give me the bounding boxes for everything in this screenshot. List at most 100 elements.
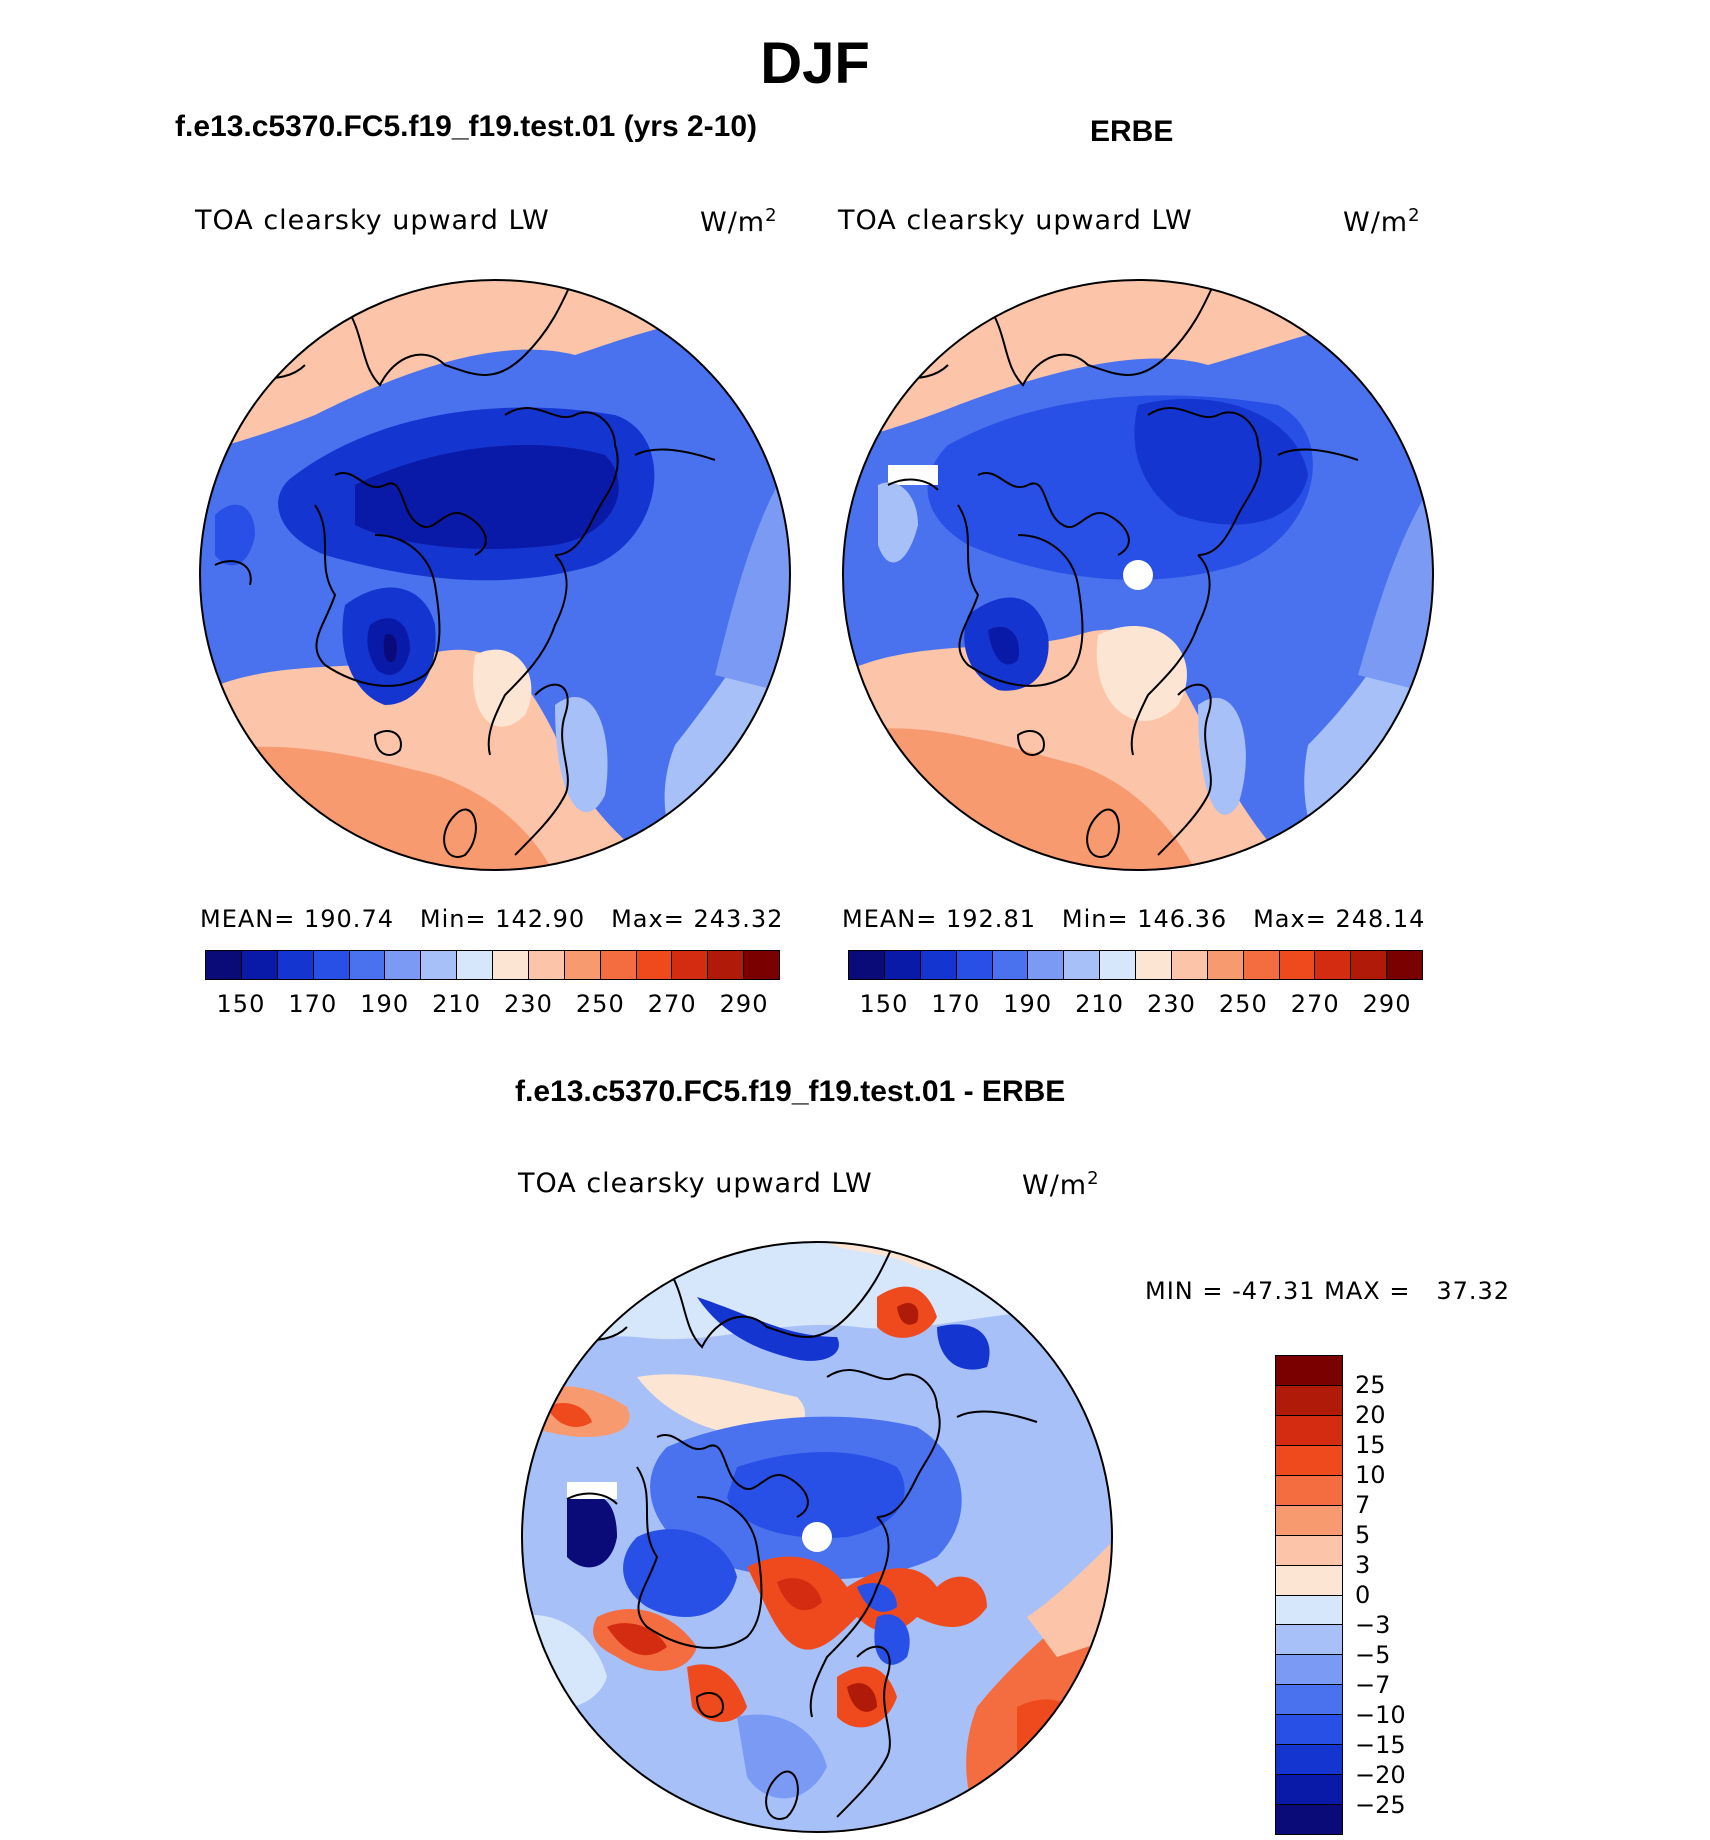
colorbar-tick-label: 170 — [931, 990, 981, 1018]
colorbar-level-label: 7 — [1355, 1491, 1371, 1519]
colorbar-swatch — [1276, 1385, 1342, 1416]
colorbar-tick-label: 250 — [1218, 990, 1268, 1018]
colorbar-swatch — [564, 951, 601, 979]
model-panel-heading: f.e13.c5370.FC5.f19_f19.test.01 (yrs 2-1… — [175, 110, 758, 143]
colorbar-swatch — [1276, 1595, 1342, 1626]
colorbar-tick-label: 150 — [859, 990, 909, 1018]
colorbar-level-label: 3 — [1355, 1551, 1371, 1579]
colorbar-swatch — [849, 951, 885, 979]
colorbar-swatch — [1276, 1475, 1342, 1506]
colorbar-swatch — [277, 951, 314, 979]
obs-polar-map — [842, 279, 1434, 871]
model-colorbar — [205, 950, 780, 980]
colorbar-swatch — [1171, 951, 1208, 979]
colorbar-swatch — [421, 951, 458, 979]
colorbar-swatch — [1315, 951, 1352, 979]
colorbar-swatch — [1276, 1535, 1342, 1566]
colorbar-swatch — [956, 951, 993, 979]
colorbar-swatch — [493, 951, 529, 979]
diff-colorbar-ticks: 25 20 15 10 7 5 3 0 −3 −5 −7 −10 −15 −20 −25 — [1355, 1355, 1475, 1835]
colorbar-level-label: 20 — [1355, 1401, 1386, 1429]
colorbar-level-label: 10 — [1355, 1461, 1386, 1489]
colorbar-tick-label: 150 — [216, 990, 266, 1018]
colorbar-tick-label: 190 — [360, 990, 410, 1018]
colorbar-swatch — [636, 951, 673, 979]
model-colorbar-ticks: 150 170 190 210 230 250 270 290 — [205, 990, 780, 1020]
colorbar-swatch — [1276, 1415, 1342, 1446]
colorbar-level-label: 5 — [1355, 1521, 1371, 1549]
obs-unit-label: W/m2 — [1343, 205, 1421, 238]
colorbar-tick-label: 270 — [647, 990, 697, 1018]
diff-unit-label: W/m2 — [1022, 1168, 1100, 1201]
figure-title: DJF — [760, 31, 870, 96]
colorbar-tick-label: 250 — [575, 990, 625, 1018]
colorbar-tick-label: 230 — [1147, 990, 1196, 1018]
colorbar-swatch — [457, 951, 493, 979]
colorbar-swatch — [1243, 951, 1280, 979]
model-unit-label: W/m2 — [700, 205, 778, 238]
colorbar-swatch — [1351, 951, 1388, 979]
colorbar-swatch — [206, 951, 242, 979]
colorbar-swatch — [1276, 1775, 1342, 1806]
model-polar-map — [199, 279, 791, 871]
colorbar-level-label: −20 — [1355, 1761, 1406, 1789]
obs-colorbar — [848, 950, 1423, 980]
colorbar-swatch — [744, 951, 779, 979]
colorbar-swatch — [1276, 1745, 1342, 1776]
colorbar-swatch — [672, 951, 709, 979]
colorbar-level-label: 15 — [1355, 1431, 1386, 1459]
diff-panel-heading: f.e13.c5370.FC5.f19_f19.test.01 - ERBE — [515, 1075, 1066, 1108]
obs-panel-heading: ERBE — [1090, 115, 1174, 148]
model-variable-label: TOA clearsky upward LW — [195, 205, 550, 236]
colorbar-tick-label: 210 — [1075, 990, 1124, 1018]
obs-pole-hole — [1123, 560, 1153, 590]
colorbar-level-label: −3 — [1355, 1611, 1391, 1639]
colorbar-swatch — [1387, 951, 1422, 979]
colorbar-swatch — [920, 951, 957, 979]
colorbar-level-label: −10 — [1355, 1701, 1406, 1729]
colorbar-swatch — [884, 951, 921, 979]
colorbar-swatch — [600, 951, 637, 979]
colorbar-swatch — [1207, 951, 1244, 979]
colorbar-swatch — [349, 951, 386, 979]
diff-pole-hole — [802, 1522, 832, 1552]
diff-minmax: MIN = -47.31 MAX = 37.32 — [1145, 1277, 1511, 1305]
colorbar-swatch — [528, 951, 565, 979]
colorbar-level-label: 0 — [1355, 1581, 1371, 1609]
colorbar-level-label: −25 — [1355, 1791, 1406, 1819]
colorbar-tick-label: 230 — [504, 990, 553, 1018]
diff-variable-label: TOA clearsky upward LW — [518, 1168, 873, 1199]
colorbar-swatch — [385, 951, 422, 979]
colorbar-swatch — [1276, 1505, 1342, 1536]
colorbar-tick-label: 290 — [719, 990, 769, 1018]
colorbar-swatch — [1276, 1715, 1342, 1746]
colorbar-tick-label: 210 — [432, 990, 481, 1018]
obs-stats: MEAN= 192.81 Min= 146.36 Max= 248.14 — [842, 905, 1426, 933]
colorbar-tick-label: 170 — [288, 990, 338, 1018]
colorbar-swatch — [1276, 1565, 1342, 1596]
diff-polar-map — [521, 1241, 1113, 1833]
colorbar-level-label: −15 — [1355, 1731, 1406, 1759]
diff-colorbar — [1275, 1355, 1343, 1835]
colorbar-swatch — [1276, 1805, 1342, 1834]
colorbar-swatch — [1136, 951, 1172, 979]
colorbar-level-label: −7 — [1355, 1671, 1391, 1699]
colorbar-level-label: −5 — [1355, 1641, 1391, 1669]
colorbar-swatch — [1100, 951, 1136, 979]
colorbar-swatch — [1028, 951, 1065, 979]
colorbar-swatch — [1276, 1356, 1342, 1386]
obs-variable-label: TOA clearsky upward LW — [838, 205, 1193, 236]
colorbar-swatch — [313, 951, 350, 979]
colorbar-swatch — [1276, 1625, 1342, 1656]
colorbar-tick-label: 190 — [1003, 990, 1053, 1018]
colorbar-swatch — [1064, 951, 1101, 979]
colorbar-level-label: 25 — [1355, 1371, 1386, 1399]
colorbar-swatch — [992, 951, 1029, 979]
colorbar-swatch — [1276, 1655, 1342, 1686]
colorbar-swatch — [241, 951, 278, 979]
colorbar-swatch — [708, 951, 745, 979]
obs-colorbar-ticks: 150 170 190 210 230 250 270 290 — [848, 990, 1423, 1020]
model-stats: MEAN= 190.74 Min= 142.90 Max= 243.32 — [200, 905, 784, 933]
colorbar-swatch — [1276, 1685, 1342, 1716]
colorbar-tick-label: 270 — [1290, 990, 1340, 1018]
